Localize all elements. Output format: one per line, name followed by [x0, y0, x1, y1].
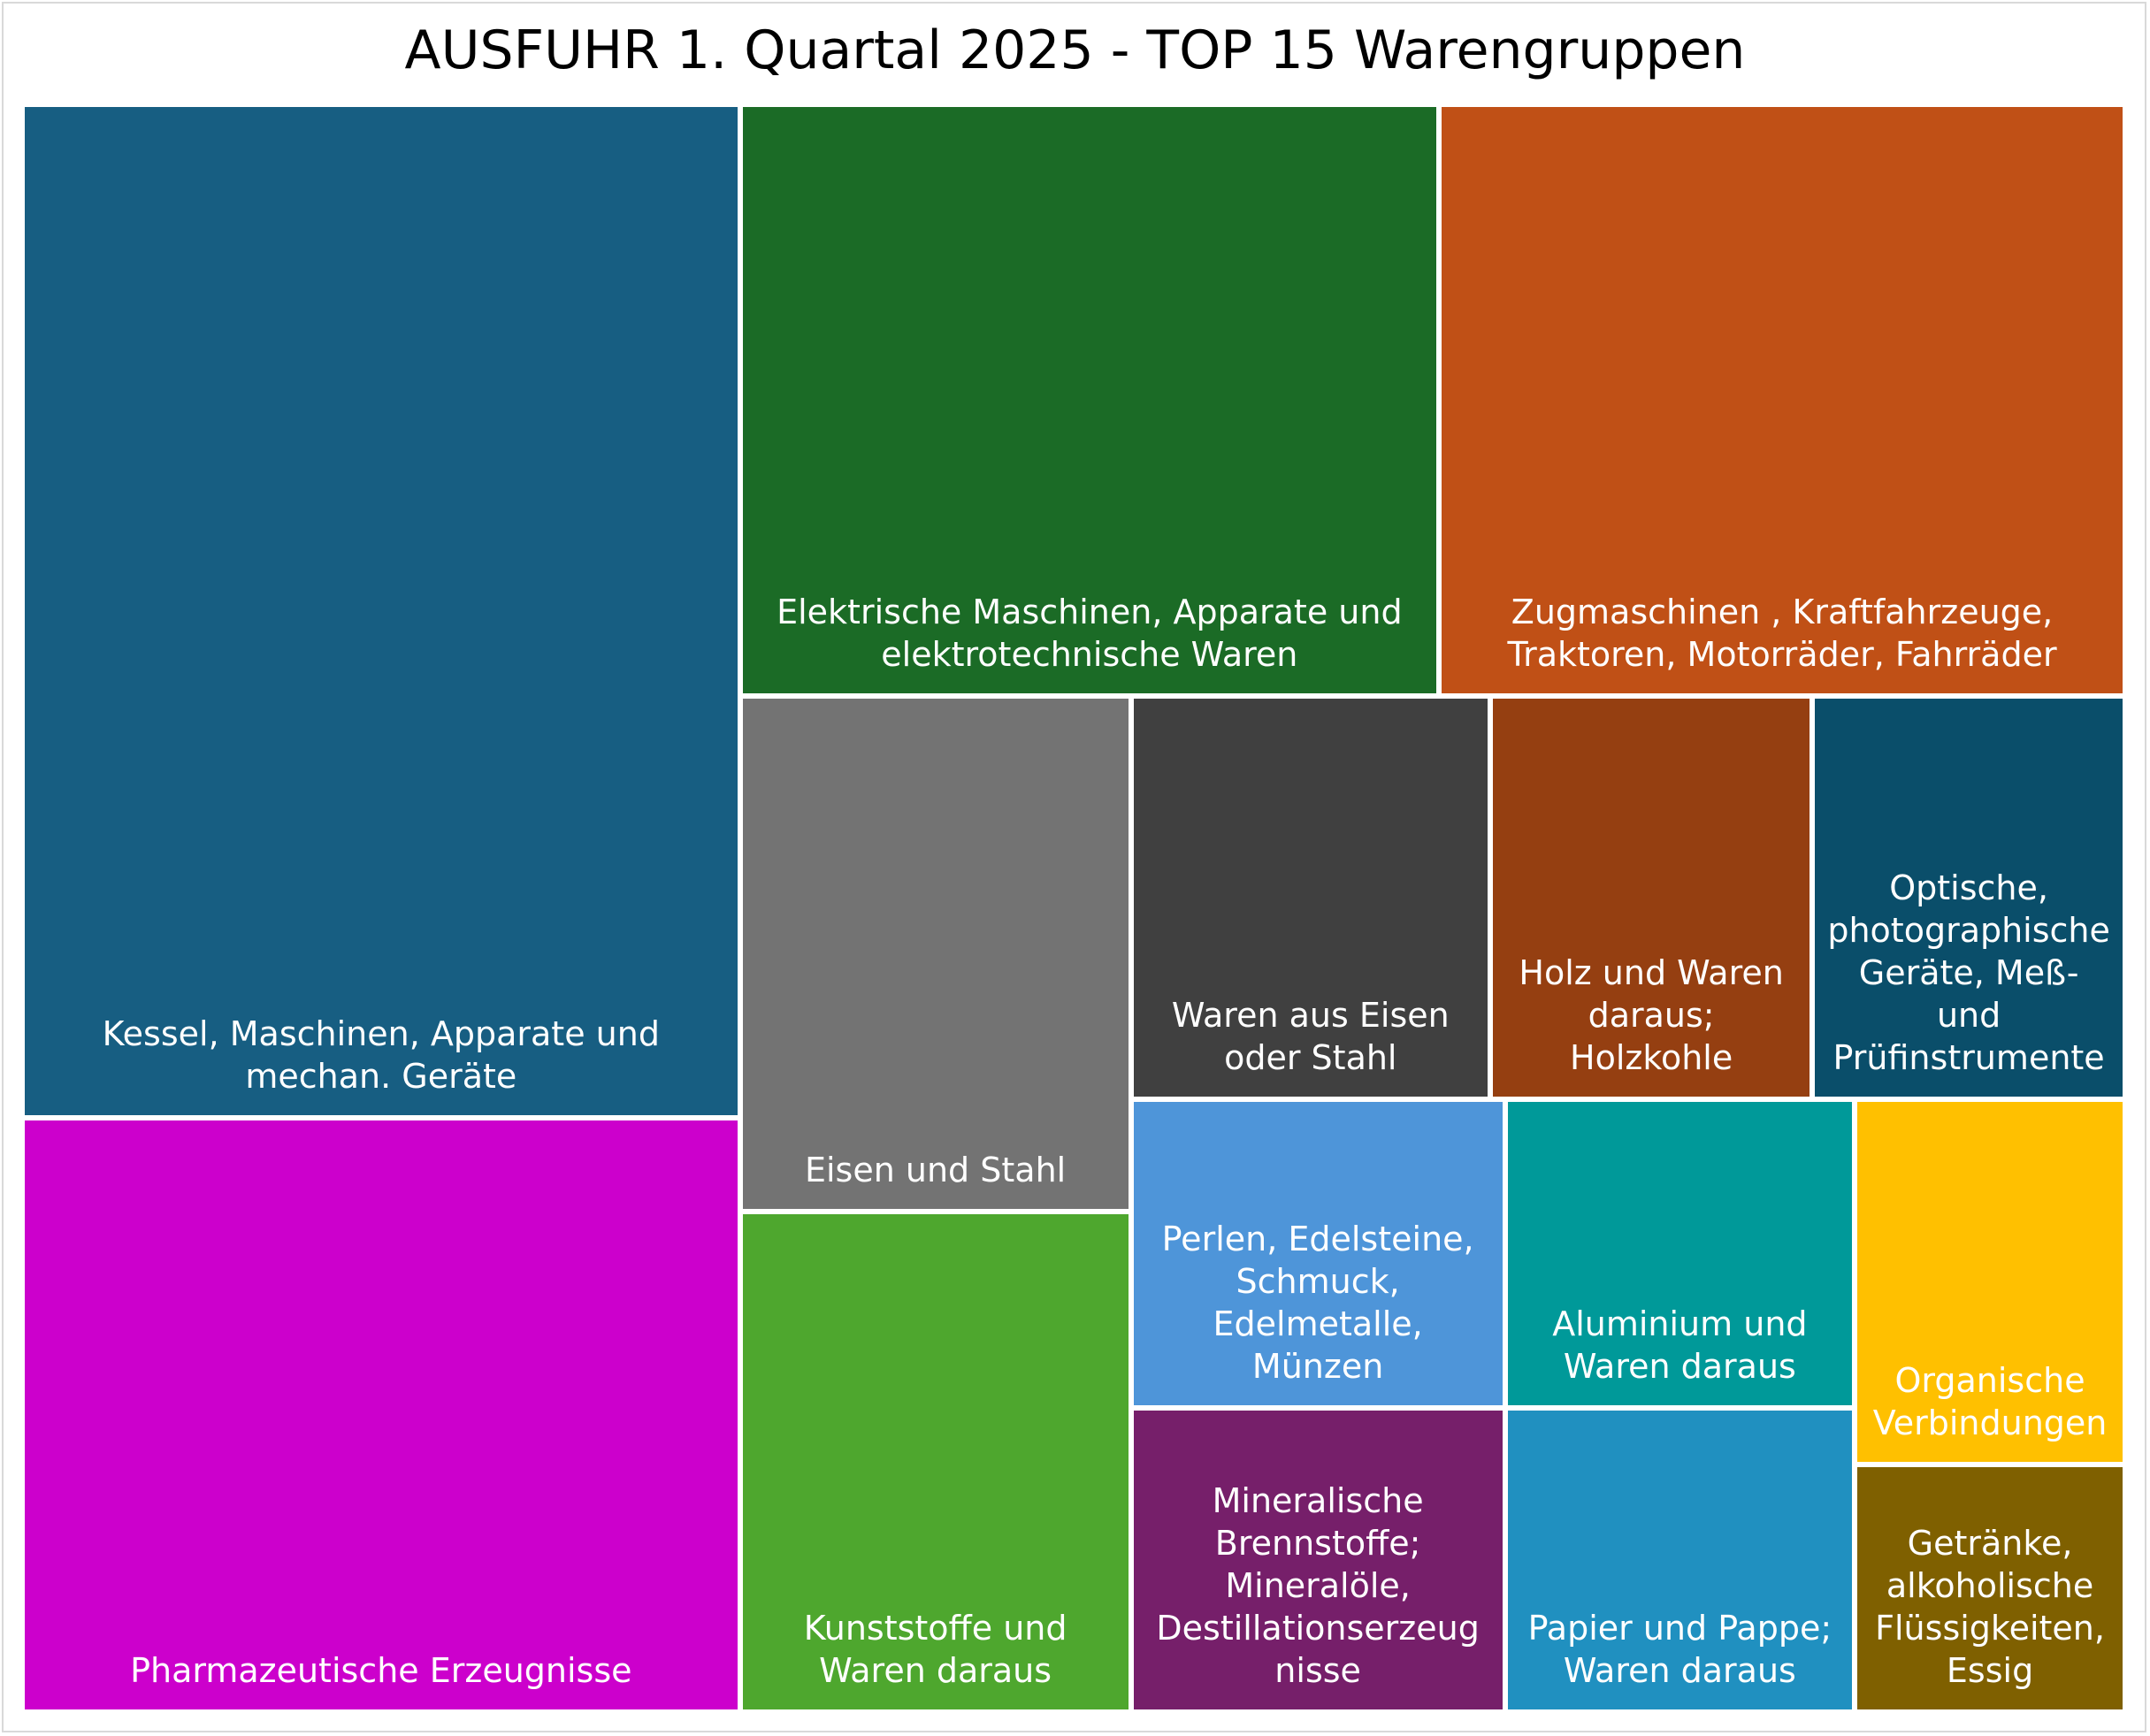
- tile-label: Holz und Waren daraus; Holzkohle: [1519, 952, 1784, 1077]
- tile-label: Organische Verbindungen: [1872, 1360, 2108, 1442]
- tile-label: Optische, photographische Geräte, Meß- u…: [1827, 868, 2110, 1077]
- tile-label: Aluminium und Waren daraus: [1552, 1304, 1808, 1387]
- treemap-tile: Optische, photographische Geräte, Meß- u…: [1815, 698, 2123, 1097]
- treemap-tile: Papier und Pappe; Waren daraus: [1507, 1411, 1853, 1709]
- treemap-tile: Waren aus Eisen oder Stahl: [1133, 698, 1488, 1097]
- treemap-tile: Kunststoffe und Waren daraus: [742, 1213, 1129, 1709]
- treemap-tile: Organische Verbindungen: [1857, 1101, 2123, 1462]
- treemap-tile: Getränke, alkoholische Flüssigkeiten, Es…: [1857, 1466, 2123, 1709]
- treemap-tile: Kessel, Maschinen, Apparate und mechan. …: [25, 107, 738, 1115]
- treemap-tile: Zugmaschinen , Kraftfahrzeuge, Traktoren…: [1442, 107, 2123, 693]
- tile-label: Kunststoffe und Waren daraus: [803, 1608, 1067, 1690]
- tile-label: Getränke, alkoholische Flüssigkeiten, Es…: [1875, 1523, 2105, 1690]
- tile-label: Mineralische Brennstoffe; Mineralöle, De…: [1156, 1480, 1480, 1690]
- tile-label: Perlen, Edelsteine, Schmuck, Edelmetalle…: [1161, 1220, 1474, 1387]
- treemap-tile: Elektrische Maschinen, Apparate und elek…: [742, 107, 1437, 693]
- tile-label: Pharmazeutische Erzeugnisse: [130, 1651, 632, 1690]
- treemap-tile: Holz und Waren daraus; Holzkohle: [1493, 698, 1810, 1097]
- treemap-tile: Mineralische Brennstoffe; Mineralöle, De…: [1133, 1411, 1503, 1709]
- treemap-tile: Aluminium und Waren daraus: [1507, 1101, 1853, 1406]
- chart-title: AUSFUHR 1. Quartal 2025 - TOP 15 Warengr…: [404, 19, 1746, 81]
- treemap-tile: Eisen und Stahl: [742, 698, 1129, 1209]
- tile-label: Kessel, Maschinen, Apparate und mechan. …: [102, 1014, 660, 1096]
- tile-label: Elektrische Maschinen, Apparate und elek…: [777, 592, 1403, 674]
- tile-label: Zugmaschinen , Kraftfahrzeuge, Traktoren…: [1507, 592, 2057, 674]
- tile-label: Eisen und Stahl: [804, 1150, 1067, 1189]
- treemap-tile: Pharmazeutische Erzeugnisse: [25, 1120, 738, 1709]
- tile-label: Waren aus Eisen oder Stahl: [1171, 995, 1450, 1077]
- tile-label: Papier und Pappe; Waren daraus: [1527, 1608, 1832, 1690]
- treemap-tile: Perlen, Edelsteine, Schmuck, Edelmetalle…: [1133, 1101, 1503, 1406]
